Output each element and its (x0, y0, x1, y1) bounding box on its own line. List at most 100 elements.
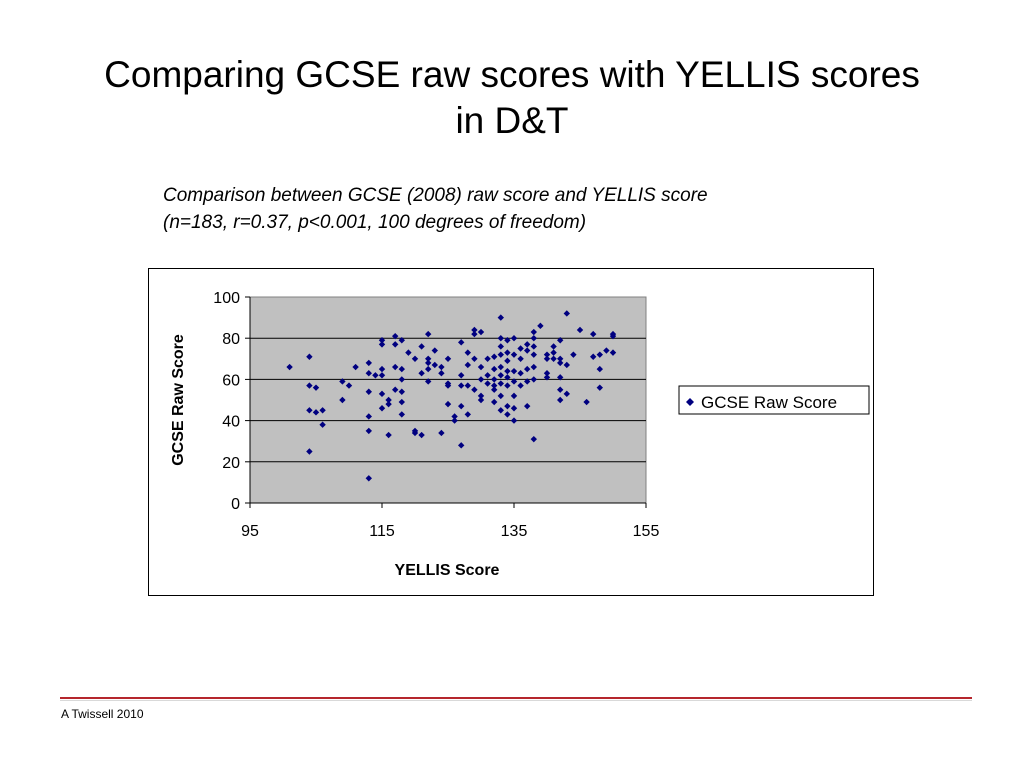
footer-rule-shadow (60, 700, 972, 701)
data-point-30 (398, 388, 405, 395)
data-point-81 (484, 372, 491, 379)
data-point-110 (510, 392, 518, 400)
data-point-74 (471, 355, 478, 362)
data-point-1 (306, 353, 313, 360)
data-point-69 (464, 361, 471, 369)
data-point-72 (471, 330, 478, 338)
data-point-129 (537, 322, 544, 330)
data-point-15 (372, 372, 379, 379)
data-point-106 (510, 335, 518, 342)
data-point-100 (504, 357, 511, 365)
data-point-105 (504, 411, 511, 418)
data-point-90 (497, 335, 504, 342)
data-point-99 (504, 349, 511, 356)
data-point-49 (425, 365, 432, 373)
data-point-51 (431, 347, 438, 354)
y-tick-label-1: 20 (222, 455, 240, 472)
data-point-61 (451, 417, 458, 424)
data-point-20 (378, 337, 386, 344)
y-axis-title: GCSE Raw Score (170, 334, 187, 466)
data-point-9 (339, 378, 346, 385)
data-point-23 (378, 372, 386, 379)
data-point-50 (425, 378, 432, 385)
data-point-73 (477, 328, 485, 336)
data-point-93 (497, 363, 504, 371)
data-point-65 (464, 382, 471, 389)
data-point-38 (398, 411, 405, 418)
data-point-84 (491, 365, 498, 373)
data-point-21 (378, 341, 386, 348)
data-point-104 (504, 402, 511, 410)
data-point-147 (576, 326, 584, 334)
data-point-112 (510, 417, 518, 424)
data-point-33 (398, 337, 405, 344)
legend: GCSE Raw Score (678, 385, 870, 415)
data-point-26 (385, 396, 392, 404)
data-point-136 (550, 349, 557, 356)
slide-title: Comparing GCSE raw scores with YELLIS sc… (40, 52, 984, 144)
data-point-53 (438, 363, 445, 371)
chart-caption: Comparison between GCSE (2008) raw score… (163, 182, 883, 236)
data-point-92 (497, 351, 504, 358)
data-point-89 (497, 314, 504, 321)
data-point-94 (497, 372, 504, 379)
slide-title-line1: Comparing GCSE raw scores with YELLIS sc… (104, 54, 920, 95)
data-point-131 (543, 355, 551, 362)
data-point-4 (306, 407, 313, 414)
y-tick-label-0: 0 (231, 496, 240, 513)
data-point-116 (517, 382, 524, 389)
data-point-64 (458, 442, 465, 449)
data-point-5 (312, 409, 320, 416)
data-point-47 (425, 355, 432, 362)
data-point-68 (458, 372, 465, 379)
data-point-39 (405, 349, 412, 356)
data-point-134 (550, 355, 557, 362)
data-point-113 (517, 345, 524, 352)
data-point-29 (392, 386, 399, 393)
legend-marker-diamond (686, 398, 694, 406)
data-point-70 (464, 349, 471, 356)
data-point-12 (352, 363, 359, 371)
data-point-111 (510, 405, 518, 412)
data-point-98 (504, 337, 511, 344)
data-point-37 (398, 398, 405, 406)
data-point-59 (444, 400, 452, 408)
legend-label: GCSE Raw Score (701, 393, 837, 412)
data-point-45 (425, 330, 432, 338)
data-point-71 (471, 326, 478, 334)
data-point-157 (609, 349, 617, 356)
y-tick-label-5: 100 (213, 290, 240, 307)
data-point-60 (451, 413, 458, 420)
data-point-88 (491, 398, 498, 406)
data-point-52 (431, 361, 438, 369)
data-point-54 (438, 370, 445, 377)
data-point-67 (458, 339, 465, 346)
data-point-156 (609, 332, 617, 340)
data-point-6 (319, 407, 326, 414)
data-point-42 (411, 429, 419, 437)
data-point-79 (477, 396, 485, 404)
data-point-66 (464, 411, 471, 418)
data-point-16 (365, 388, 372, 395)
data-point-80 (484, 355, 491, 362)
data-point-85 (491, 376, 498, 383)
chart-frame: 0 20 40 60 80 100 95 115 135 155 GCSE Raw Score Y… (148, 268, 874, 596)
data-point-130 (543, 351, 551, 358)
data-point-36 (398, 376, 405, 383)
chart-caption-line2: (n=183, r=0.37, p<0.001, 100 degrees of … (163, 212, 587, 233)
data-point-46 (418, 343, 425, 350)
data-point-107 (510, 351, 518, 358)
data-point-3 (312, 384, 320, 391)
data-point-75 (477, 363, 485, 371)
footer-credit: A Twissell 2010 (61, 707, 144, 721)
gridlines (250, 337, 646, 463)
data-point-40 (411, 355, 419, 362)
data-point-58 (438, 429, 445, 437)
x-tick-label-3: 155 (633, 523, 660, 540)
data-point-83 (491, 353, 498, 360)
data-point-35 (398, 365, 405, 373)
data-point-148 (583, 398, 590, 406)
data-point-19 (365, 475, 372, 482)
data-point-11 (339, 396, 346, 404)
data-point-62 (458, 382, 465, 389)
